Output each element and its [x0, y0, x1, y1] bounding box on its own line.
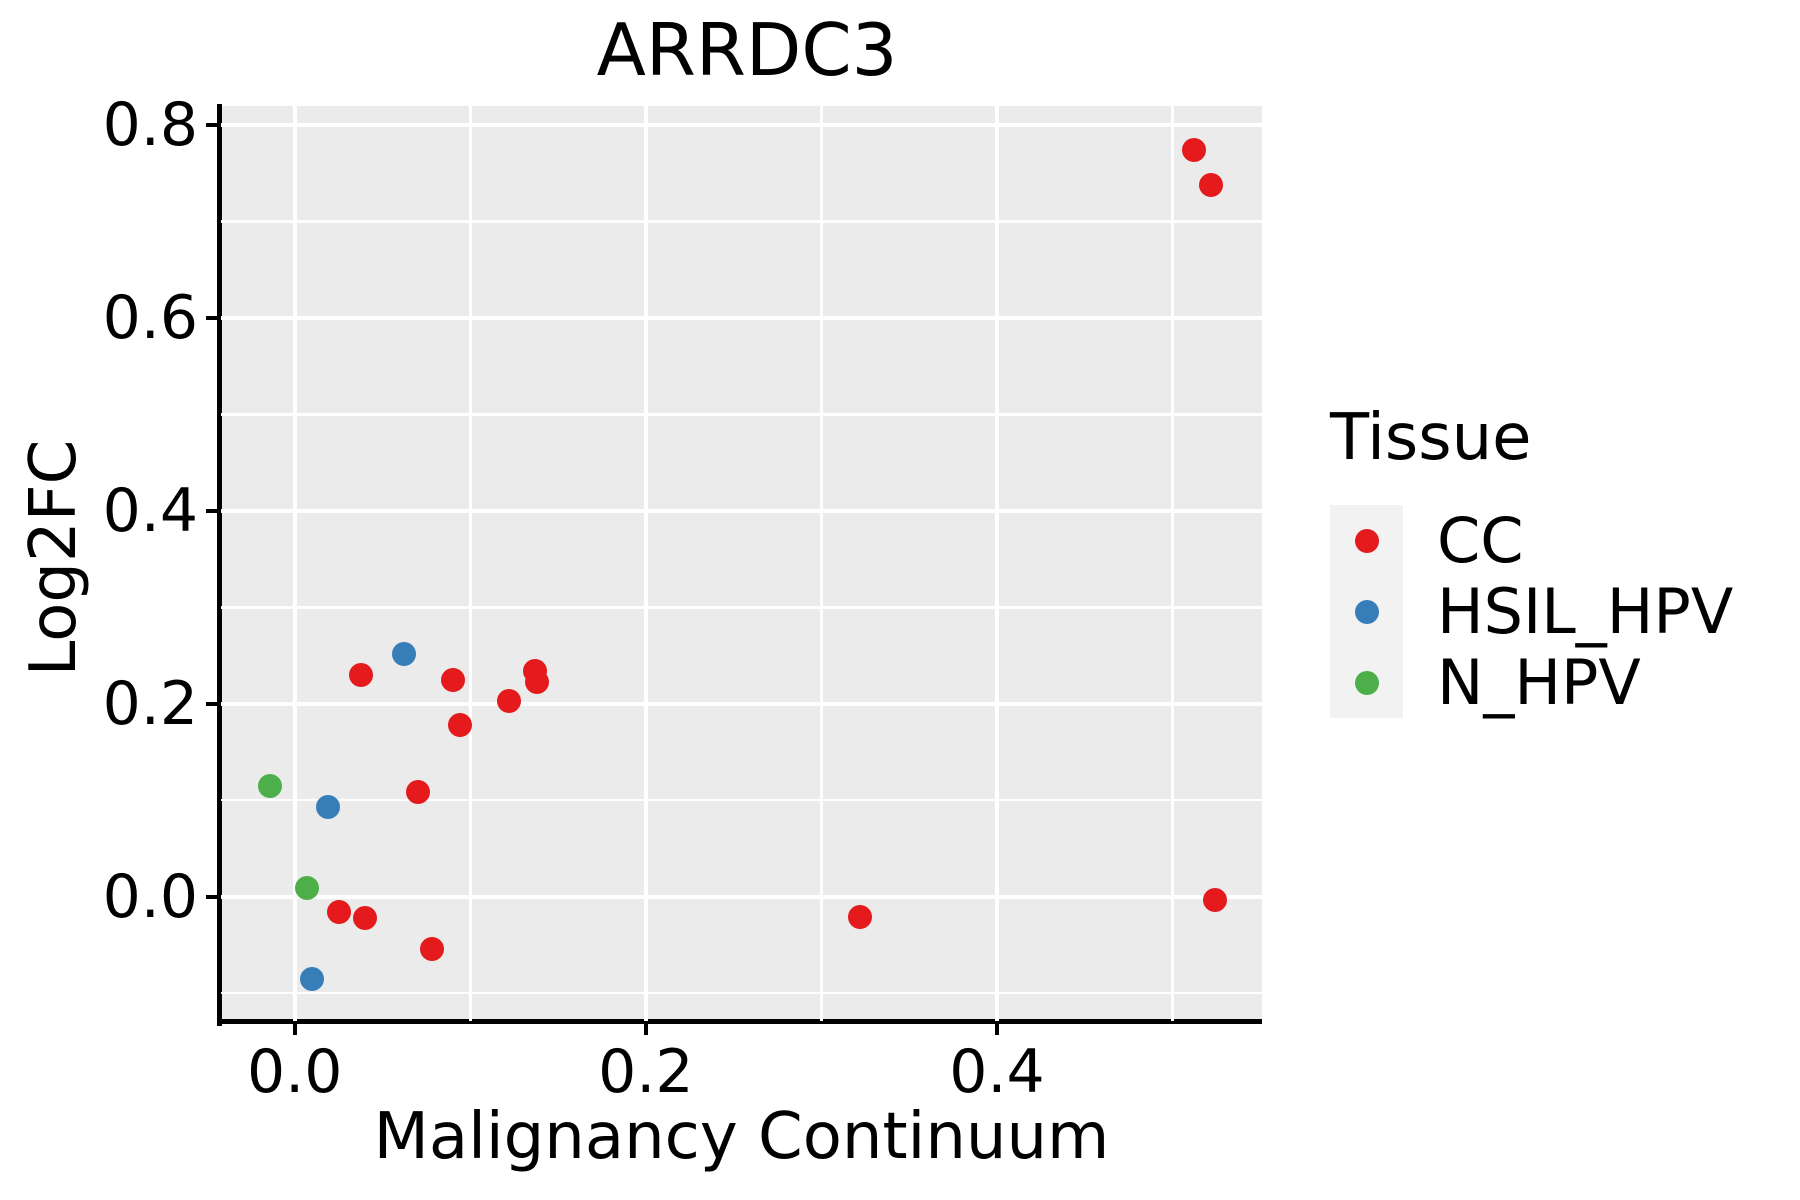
- legend-item-cc: CC: [1330, 505, 1733, 576]
- plot-title: ARRDC3: [596, 8, 898, 92]
- x-minor-gridline: [820, 106, 823, 1021]
- legend-key: [1330, 647, 1403, 718]
- data-point-n_hpv: [295, 875, 320, 900]
- y-minor-gridline: [221, 606, 1262, 609]
- y-tick-label: 0.8: [102, 90, 198, 161]
- y-minor-gridline: [221, 991, 1262, 995]
- legend-key: [1330, 505, 1403, 576]
- data-point-cc: [326, 900, 351, 925]
- data-point-cc: [847, 904, 872, 929]
- x-tick-mark: [292, 1024, 297, 1035]
- data-point-cc: [1202, 887, 1227, 912]
- data-point-hsil_hpv: [391, 641, 416, 666]
- legend-label: HSIL_HPV: [1437, 575, 1734, 648]
- data-point-hsil_hpv: [316, 794, 341, 819]
- x-major-gridline: [292, 106, 297, 1021]
- legend-dot-icon: [1354, 528, 1379, 553]
- x-tick-label: 0.2: [598, 1037, 694, 1107]
- x-tick-label: 0.0: [247, 1037, 343, 1107]
- y-major-gridline: [221, 508, 1262, 513]
- data-point-cc: [496, 688, 521, 713]
- y-minor-gridline: [221, 413, 1262, 416]
- x-major-gridline: [994, 106, 999, 1021]
- legend-item-n_hpv: N_HPV: [1330, 647, 1733, 718]
- x-minor-gridline: [469, 106, 472, 1021]
- y-major-gridline: [221, 123, 1262, 128]
- y-tick-mark: [206, 123, 217, 128]
- legend-key: [1330, 576, 1403, 647]
- legend-label: N_HPV: [1437, 646, 1641, 719]
- x-minor-gridline: [1171, 106, 1174, 1021]
- x-tick-label: 0.4: [949, 1037, 1045, 1107]
- y-tick-mark: [206, 894, 217, 899]
- data-point-cc: [352, 905, 377, 930]
- y-major-gridline: [221, 316, 1262, 321]
- legend-item-hsil_hpv: HSIL_HPV: [1330, 576, 1733, 647]
- y-tick-label: 0.2: [102, 668, 198, 739]
- data-point-cc: [349, 662, 374, 687]
- y-major-gridline: [221, 894, 1262, 899]
- y-tick-label: 0.0: [102, 861, 198, 932]
- data-point-cc: [1199, 173, 1224, 198]
- y-tick-mark: [206, 508, 217, 513]
- data-point-hsil_hpv: [300, 966, 325, 991]
- x-tick-mark: [994, 1024, 999, 1035]
- legend-dot-icon: [1354, 599, 1379, 624]
- y-tick-mark: [206, 701, 217, 706]
- y-tick-label: 0.6: [102, 283, 198, 354]
- legend-title: Tissue: [1330, 401, 1532, 475]
- x-major-gridline: [643, 106, 648, 1021]
- data-point-cc: [405, 780, 430, 805]
- y-minor-gridline: [221, 798, 1262, 802]
- legend-dot-icon: [1354, 670, 1379, 695]
- x-tick-mark: [643, 1024, 648, 1035]
- legend-items: CC HSIL_HPV N_HPV: [1330, 505, 1733, 718]
- data-point-cc: [419, 936, 444, 961]
- data-point-cc: [524, 669, 549, 694]
- x-axis-line: [217, 1019, 1262, 1024]
- x-axis-title: Malignancy Continuum: [373, 1100, 1110, 1174]
- plot-panel: [221, 106, 1262, 1021]
- legend: Tissue CC HSIL_HPV N_HPV: [1330, 402, 1733, 718]
- y-tick-label: 0.4: [102, 475, 198, 546]
- data-point-cc: [1181, 138, 1206, 163]
- data-point-n_hpv: [258, 773, 283, 798]
- data-point-cc: [447, 712, 472, 737]
- y-major-gridline: [221, 701, 1262, 706]
- y-minor-gridline: [221, 220, 1262, 223]
- y-tick-mark: [206, 316, 217, 321]
- data-point-cc: [440, 667, 465, 692]
- y-axis-line: [217, 104, 222, 1026]
- legend-label: CC: [1437, 504, 1524, 577]
